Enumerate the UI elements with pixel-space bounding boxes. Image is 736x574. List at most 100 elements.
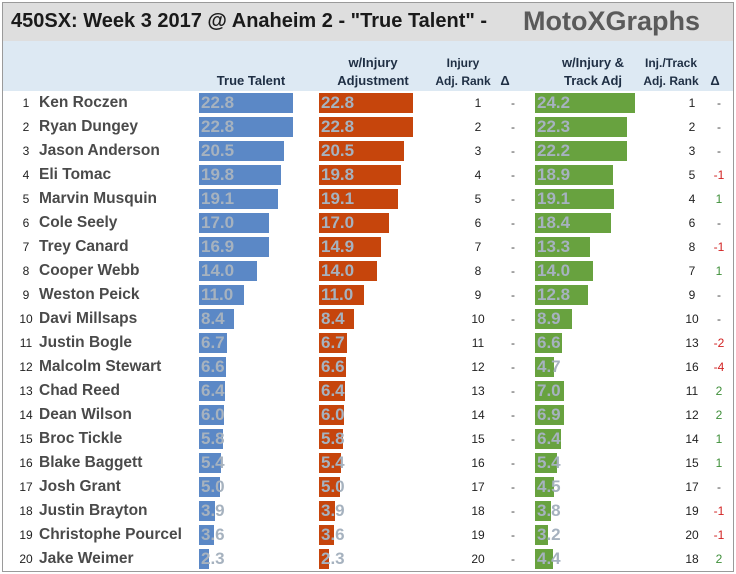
delta-injury: -: [511, 120, 515, 134]
rider-name: Jake Weimer: [39, 550, 134, 567]
bar-label-inj: 22.8: [321, 117, 355, 136]
bar-label-inj: 5.0: [321, 477, 345, 496]
delta-injury: -: [511, 528, 515, 542]
delta-injury: -: [511, 360, 515, 374]
delta-injury: -: [511, 504, 515, 518]
row-rank: 7: [22, 240, 30, 254]
row-rank: 4: [22, 168, 30, 182]
bar-label-inj: 6.4: [321, 381, 345, 400]
header-track-rank-line2: Adj. Rank: [643, 74, 699, 88]
bar-trk: [535, 477, 554, 497]
injury-adj-rank: 4: [474, 168, 482, 182]
delta-track: 1: [715, 192, 723, 206]
delta-injury: -: [511, 408, 515, 422]
delta-track: -1: [713, 504, 725, 518]
bar-trk: [535, 501, 551, 521]
bar-inj: [319, 261, 377, 281]
injury-adj-rank: 12: [471, 360, 485, 374]
bar-label-trk: 24.2: [537, 93, 571, 112]
delta-injury: -: [511, 456, 515, 470]
track-adj-rank: 7: [688, 264, 696, 278]
bar-label-tt: 6.4: [201, 381, 225, 400]
bar-label-tt: 22.8: [201, 93, 235, 112]
chart-title: 450SX: Week 3 2017 @ Anaheim 2 - "True T…: [11, 10, 488, 32]
bar-tt: [199, 405, 224, 425]
rider-name: Malcolm Stewart: [39, 358, 162, 375]
header-injury-adj-line1: w/Injury: [348, 55, 398, 70]
rider-name: Blake Baggett: [39, 454, 143, 471]
bar-label-inj: 5.8: [321, 429, 345, 448]
bar-label-tt: 8.4: [201, 309, 225, 328]
header-injury-rank-line2: Adj. Rank: [435, 74, 491, 88]
bar-label-trk: 18.9: [537, 165, 571, 184]
bar-label-trk: 13.3: [537, 237, 571, 256]
bar-inj: [319, 141, 404, 161]
bar-trk: [535, 261, 593, 281]
injury-adj-rank: 3: [474, 144, 482, 158]
bar-label-trk: 14.0: [537, 261, 571, 280]
bar-inj: [319, 501, 336, 521]
injury-adj-rank: 10: [471, 312, 485, 326]
track-adj-rank: 18: [685, 552, 699, 566]
bar-label-inj: 6.7: [321, 333, 345, 352]
row-rank: 20: [19, 552, 33, 566]
bar-label-inj: 2.3: [321, 549, 345, 568]
injury-adj-rank: 16: [471, 456, 485, 470]
bar-label-inj: 3.9: [321, 501, 345, 520]
bar-trk: [535, 117, 628, 137]
bar-label-tt: 6.0: [201, 405, 225, 424]
table-header: True Talent w/Injury Adjustment Injury A…: [3, 41, 733, 91]
header-injury-adj-line2: Adjustment: [337, 73, 409, 88]
injury-adj-rank: 11: [471, 336, 485, 350]
bar-inj: [319, 549, 329, 569]
bar-label-tt: 14.0: [201, 261, 235, 280]
delta-track: -: [717, 480, 721, 494]
track-adj-rank: 8: [688, 240, 696, 254]
bar-trk: [535, 93, 635, 113]
bar-label-inj: 14.9: [321, 237, 355, 256]
rider-name: Eli Tomac: [39, 166, 112, 183]
bar-tt: [199, 477, 220, 497]
delta-track: -: [717, 216, 721, 230]
delta-track: 2: [715, 408, 723, 422]
injury-adj-rank: 1: [474, 96, 482, 110]
row-rank: 10: [19, 312, 33, 326]
rider-name: Jason Anderson: [39, 142, 160, 159]
delta-injury: -: [511, 264, 515, 278]
bar-label-inj: 8.4: [321, 309, 345, 328]
rider-name: Ryan Dungey: [39, 118, 139, 135]
injury-adj-rank: 13: [471, 384, 485, 398]
rider-name: Justin Brayton: [39, 502, 148, 519]
bar-inj: [319, 117, 414, 137]
injury-adj-rank: 5: [474, 192, 482, 206]
bar-label-trk: 6.9: [537, 405, 561, 424]
bar-label-trk: 6.4: [537, 429, 561, 448]
track-adj-rank: 19: [685, 504, 699, 518]
bar-tt: [199, 93, 294, 113]
bar-label-trk: 18.4: [537, 213, 571, 232]
delta-track: -: [717, 288, 721, 302]
bar-label-trk: 19.1: [537, 189, 571, 208]
rider-name: Weston Peick: [39, 286, 140, 303]
bar-tt: [199, 189, 278, 209]
bar-trk: [535, 165, 614, 185]
delta-track: -: [717, 120, 721, 134]
bar-inj: [319, 429, 343, 449]
bar-tt: [199, 429, 223, 449]
row-rank: 8: [22, 264, 30, 278]
track-adj-rank: 14: [685, 432, 699, 446]
row-rank: 18: [19, 504, 33, 518]
row-rank: 16: [19, 456, 33, 470]
bar-inj: [319, 213, 390, 233]
bar-tt: [199, 525, 214, 545]
row-rank: 5: [22, 192, 30, 206]
rider-name: Justin Bogle: [39, 334, 133, 351]
bar-inj: [319, 285, 365, 305]
bar-label-tt: 6.7: [201, 333, 225, 352]
bar-trk: [535, 357, 555, 377]
delta-track: -: [717, 312, 721, 326]
delta-injury: -: [511, 288, 515, 302]
rider-name: Trey Canard: [39, 238, 129, 255]
header-track-adj-line2: Track Adj: [563, 73, 623, 88]
bar-tt: [199, 165, 281, 185]
